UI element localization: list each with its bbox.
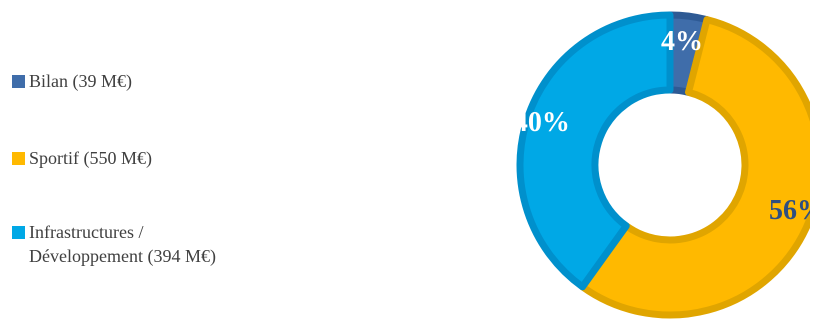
donut-label-infrastructures: 40% bbox=[514, 107, 570, 138]
chart-legend: Bilan (39 M€) Sportif (550 M€) Infrastru… bbox=[12, 0, 342, 320]
legend-label-sportif: Sportif (550 M€) bbox=[29, 148, 152, 168]
legend-label-bilan: Bilan (39 M€) bbox=[29, 71, 132, 91]
donut-label-bilan: 4% bbox=[661, 26, 703, 57]
legend-item-sportif: Sportif (550 M€) bbox=[12, 146, 319, 170]
legend-swatch-sportif bbox=[12, 152, 25, 165]
donut-slices bbox=[516, 11, 810, 319]
donut-label-sportif: 56% bbox=[769, 195, 810, 226]
donut-slice-infrastructures bbox=[516, 11, 674, 291]
donut-labels: 4% 56% 40% bbox=[514, 26, 810, 226]
donut-chart: 4% 56% 40% bbox=[514, 11, 810, 319]
donut-slice-sportif bbox=[578, 16, 810, 319]
legend-item-infrastructures: Infrastructures / Développement (394 M€) bbox=[12, 220, 249, 268]
legend-label-infrastructures: Infrastructures / Développement (394 M€) bbox=[29, 222, 216, 266]
legend-swatch-bilan bbox=[12, 75, 25, 88]
legend-item-bilan: Bilan (39 M€) bbox=[12, 69, 319, 93]
legend-swatch-infrastructures bbox=[12, 226, 25, 239]
